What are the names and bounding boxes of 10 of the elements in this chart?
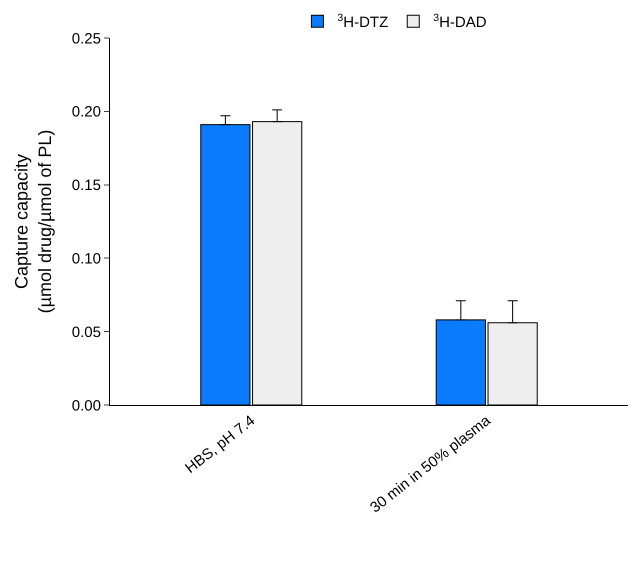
y-tick-label: 0.15 bbox=[72, 177, 101, 194]
y-tick-label: 0.25 bbox=[72, 30, 101, 48]
legend-label: $^{3}$H-DAD bbox=[433, 12, 487, 32]
y-tick-label: 0.05 bbox=[72, 324, 101, 341]
legend-label: $^{3}$H-DTZ bbox=[337, 12, 388, 32]
x-tick-label: HBS, pH 7.4 bbox=[182, 412, 258, 477]
y-tick-label: 0.00 bbox=[72, 397, 101, 414]
y-tick-label: 0.10 bbox=[72, 250, 101, 268]
y-axis-title: Capture capacity (µmol drug/µmol of PL) bbox=[12, 130, 55, 314]
y-tick-label: 0.20 bbox=[72, 104, 101, 121]
